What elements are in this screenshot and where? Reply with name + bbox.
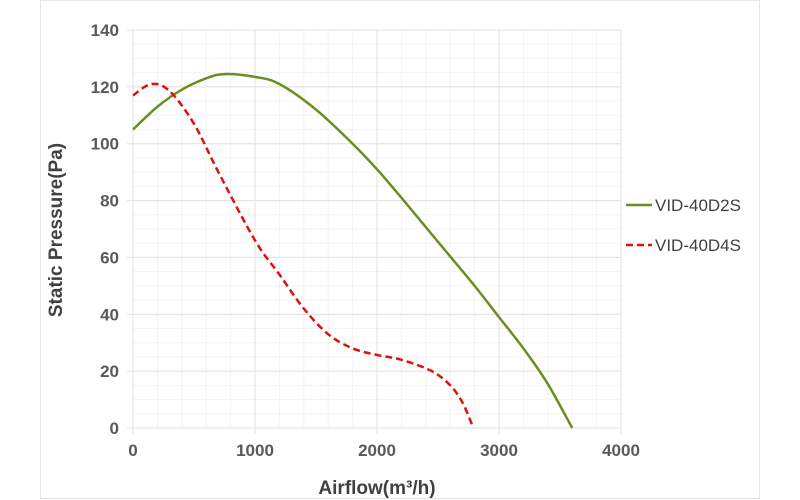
x-tick-label: 1000: [236, 441, 274, 460]
series-line-vid-40d4s: [132, 82, 475, 429]
y-tick-label: 100: [91, 135, 119, 154]
chart-frame: [40, 0, 760, 499]
y-tick-label: 140: [91, 21, 119, 40]
legend-label: VID-40D2S: [655, 196, 741, 215]
x-axis-label: Airflow(m³/h): [318, 478, 435, 499]
y-tick-label: 20: [100, 362, 119, 381]
y-axis-label: Static Pressure(Pa): [46, 143, 67, 317]
series-lines: [132, 72, 574, 429]
gridlines: [127, 29, 622, 434]
tick-labels: 0 1000 2000 3000 4000 0 20 40 60 80 100 120 140: [91, 21, 640, 460]
y-tick-label: 0: [110, 419, 119, 438]
y-tick-label: 60: [100, 248, 119, 267]
legend: VID-40D2S VID-40D4S: [626, 196, 741, 255]
series-line-vid-40d2s: [132, 72, 574, 429]
x-tick-label: 0: [128, 441, 137, 460]
x-tick-label: 2000: [358, 441, 396, 460]
x-tick-label: 3000: [480, 441, 518, 460]
legend-label: VID-40D4S: [655, 236, 741, 255]
y-tick-label: 40: [100, 305, 119, 324]
x-tick-label: 4000: [602, 441, 640, 460]
y-tick-label: 120: [91, 78, 119, 97]
y-tick-label: 80: [100, 192, 119, 211]
